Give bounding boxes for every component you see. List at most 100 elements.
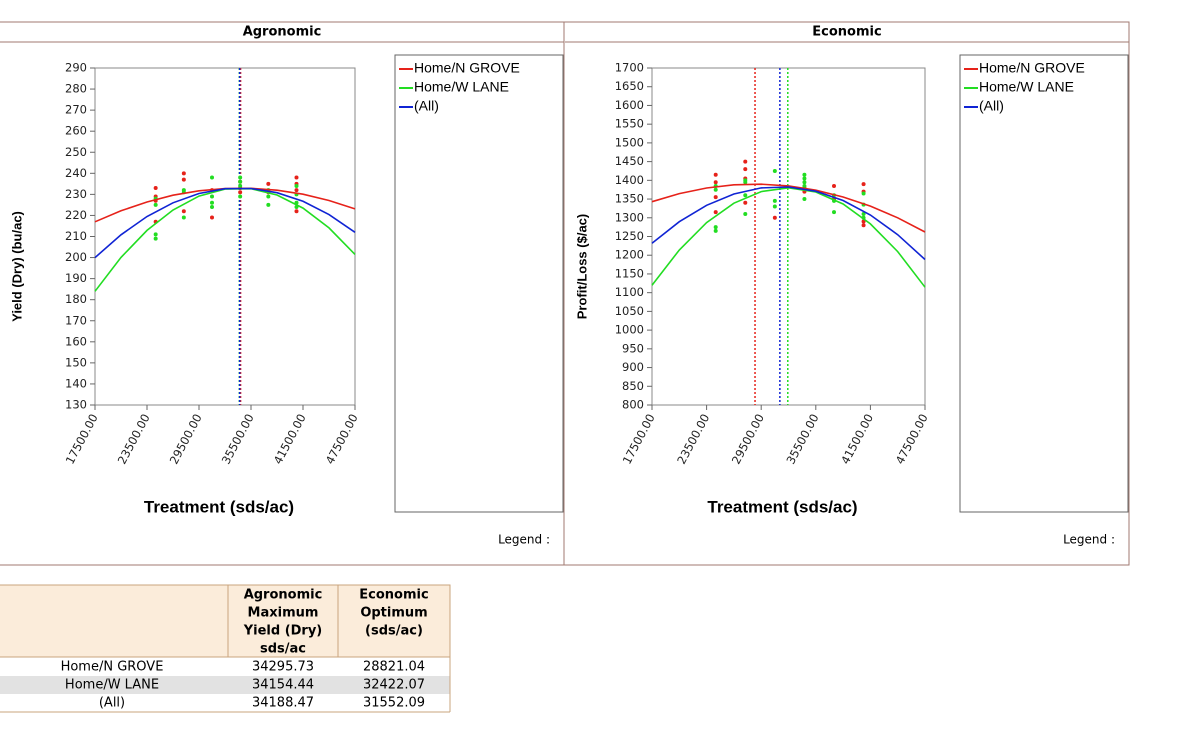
curve xyxy=(651,186,926,261)
y-tick-label: 260 xyxy=(65,124,87,138)
y-tick-label: 1150 xyxy=(615,266,644,280)
legend-title: Legend : xyxy=(1063,533,1115,547)
data-point xyxy=(772,168,777,173)
y-axis-label: Yield (Dry) (bu/ac) xyxy=(9,211,24,322)
data-point xyxy=(153,202,158,207)
column-header: Economic xyxy=(359,588,428,603)
data-point xyxy=(238,183,243,188)
y-tick-label: 290 xyxy=(65,61,87,75)
data-point xyxy=(802,197,807,202)
row-label: Home/W LANE xyxy=(65,678,159,693)
x-tick-label: 23500.00 xyxy=(115,411,153,466)
data-point xyxy=(294,188,299,193)
data-point xyxy=(743,159,748,164)
y-tick-label: 1500 xyxy=(615,135,644,149)
data-point xyxy=(210,194,214,199)
data-point xyxy=(266,181,271,186)
row-label: (All) xyxy=(99,696,125,711)
column-header: Yield (Dry) xyxy=(243,624,323,639)
y-tick-label: 170 xyxy=(65,313,87,327)
data-point xyxy=(294,209,299,214)
legend-box xyxy=(959,54,1129,513)
data-point xyxy=(802,172,807,177)
table-value: 31552.09 xyxy=(363,696,425,711)
y-tick-label: 1050 xyxy=(615,304,644,318)
column-header: Agronomic xyxy=(244,588,323,603)
x-tick-label: 47500.00 xyxy=(893,411,931,466)
table-value: 32422.07 xyxy=(363,678,425,693)
x-tick-label: 41500.00 xyxy=(271,411,309,466)
panel-title: Economic xyxy=(812,25,881,40)
data-point xyxy=(832,210,836,215)
data-point xyxy=(181,171,186,176)
column-header: (sds/ac) xyxy=(365,624,423,639)
x-tick-label: 29500.00 xyxy=(729,411,767,466)
legend-label: Home/W LANE xyxy=(414,79,509,95)
x-tick-label: 35500.00 xyxy=(783,411,821,466)
y-tick-label: 280 xyxy=(65,82,87,96)
data-point xyxy=(743,212,748,217)
y-tick-label: 1200 xyxy=(615,248,644,262)
data-point xyxy=(713,195,718,200)
data-point xyxy=(238,190,243,195)
data-point xyxy=(743,200,748,205)
y-tick-label: 1250 xyxy=(615,229,644,243)
y-tick-label: 1300 xyxy=(615,210,644,224)
y-tick-label: 1350 xyxy=(615,192,644,206)
data-point xyxy=(772,215,777,220)
row-stripe xyxy=(0,676,450,694)
y-tick-label: 850 xyxy=(622,379,644,393)
y-tick-label: 150 xyxy=(65,355,87,369)
data-point xyxy=(743,180,748,185)
data-point xyxy=(861,182,866,187)
data-point xyxy=(861,223,866,228)
data-point xyxy=(713,180,718,185)
data-point xyxy=(713,210,718,215)
legend-label: (All) xyxy=(979,98,1004,114)
row-label: Home/N GROVE xyxy=(61,660,164,675)
y-tick-label: 1000 xyxy=(615,323,644,337)
data-point xyxy=(153,236,158,241)
data-point xyxy=(772,204,777,209)
x-tick-label: 41500.00 xyxy=(838,411,876,466)
data-point xyxy=(210,200,214,205)
y-tick-label: 1400 xyxy=(615,173,644,187)
y-tick-label: 1600 xyxy=(615,98,644,112)
table-value: 34154.44 xyxy=(252,678,314,693)
y-axis-label: Profit/Loss ($/ac) xyxy=(574,214,589,319)
y-tick-label: 900 xyxy=(622,360,644,374)
y-tick-label: 160 xyxy=(65,334,87,348)
header-cell xyxy=(337,584,451,658)
y-tick-label: 1700 xyxy=(615,61,644,75)
y-tick-label: 230 xyxy=(65,187,87,201)
data-point xyxy=(238,179,243,184)
plot-area xyxy=(94,67,356,406)
x-tick-label: 23500.00 xyxy=(674,411,712,466)
data-point xyxy=(153,186,158,191)
column-header: sds/ac xyxy=(260,642,306,657)
data-point xyxy=(238,194,243,199)
data-point xyxy=(181,215,186,220)
data-point xyxy=(861,212,866,217)
legend-label: (All) xyxy=(414,98,439,114)
x-tick-label: 47500.00 xyxy=(323,411,361,466)
y-tick-label: 250 xyxy=(65,145,87,159)
data-point xyxy=(743,193,748,198)
x-tick-label: 35500.00 xyxy=(219,411,257,466)
y-tick-label: 220 xyxy=(65,208,87,222)
y-tick-label: 140 xyxy=(65,376,87,390)
y-tick-label: 1450 xyxy=(615,154,644,168)
y-tick-label: 950 xyxy=(622,341,644,355)
data-point xyxy=(210,215,214,220)
table-value: 34188.47 xyxy=(252,696,314,711)
x-tick-label: 29500.00 xyxy=(167,411,205,466)
legend-label: Home/W LANE xyxy=(979,79,1074,95)
data-point xyxy=(181,209,186,214)
data-point xyxy=(861,191,866,196)
x-tick-label: 17500.00 xyxy=(620,411,658,466)
data-point xyxy=(266,194,271,199)
x-axis-label: Treatment (sds/ac) xyxy=(144,497,294,516)
legend-label: Home/N GROVE xyxy=(979,60,1085,76)
data-point xyxy=(153,232,158,237)
data-point xyxy=(713,172,718,177)
